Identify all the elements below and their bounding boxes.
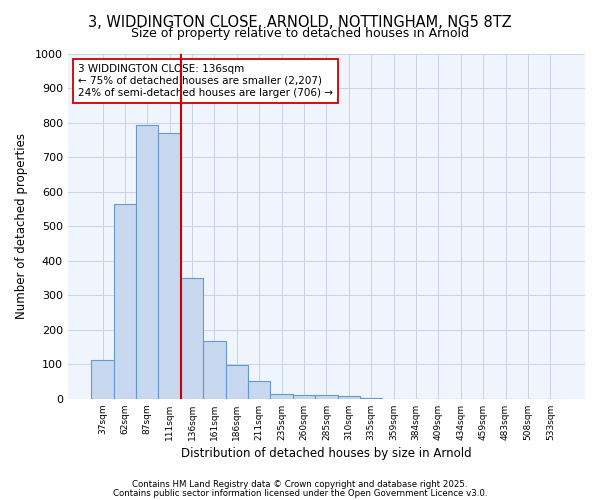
Text: 3, WIDDINGTON CLOSE, ARNOLD, NOTTINGHAM, NG5 8TZ: 3, WIDDINGTON CLOSE, ARNOLD, NOTTINGHAM,… [88, 15, 512, 30]
Bar [338, 396, 360, 399]
Bar [315, 396, 338, 399]
Bar [91, 360, 114, 399]
Bar [360, 398, 382, 399]
Bar [203, 341, 226, 399]
Bar [226, 365, 248, 399]
Bar [158, 134, 181, 399]
Bar [271, 394, 293, 399]
Bar [114, 204, 136, 399]
Text: 3 WIDDINGTON CLOSE: 136sqm
← 75% of detached houses are smaller (2,207)
24% of s: 3 WIDDINGTON CLOSE: 136sqm ← 75% of deta… [78, 64, 333, 98]
X-axis label: Distribution of detached houses by size in Arnold: Distribution of detached houses by size … [181, 447, 472, 460]
Text: Contains HM Land Registry data © Crown copyright and database right 2025.: Contains HM Land Registry data © Crown c… [132, 480, 468, 489]
Bar [181, 278, 203, 399]
Bar [136, 124, 158, 399]
Bar [248, 381, 271, 399]
Text: Contains public sector information licensed under the Open Government Licence v3: Contains public sector information licen… [113, 488, 487, 498]
Y-axis label: Number of detached properties: Number of detached properties [15, 134, 28, 320]
Text: Size of property relative to detached houses in Arnold: Size of property relative to detached ho… [131, 28, 469, 40]
Bar [293, 394, 315, 399]
